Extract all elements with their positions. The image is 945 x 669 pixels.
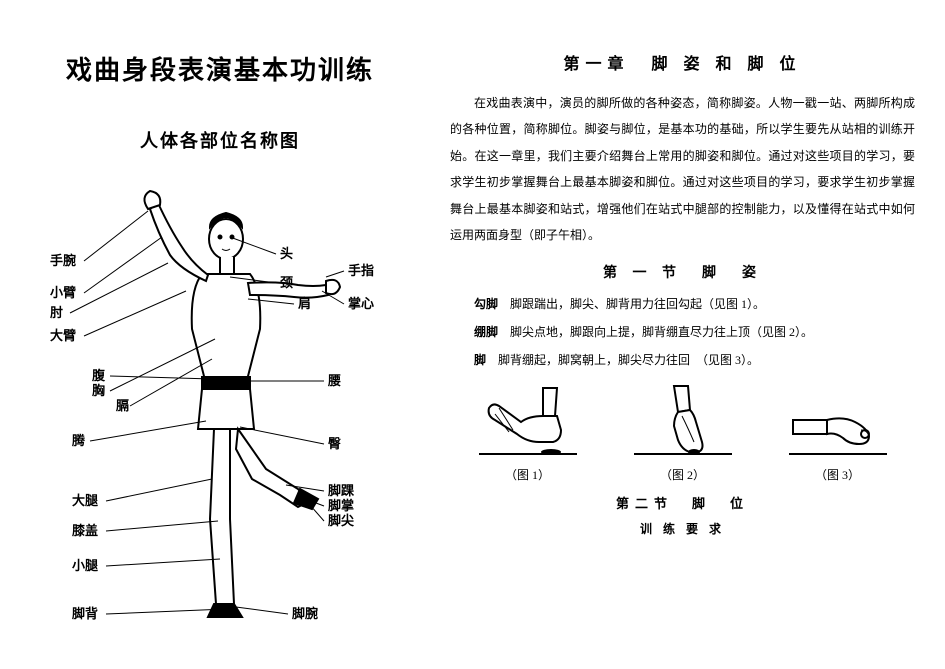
- definition-3: 脚脚背绷起，脚窝朝上，脚尖尽力往回 （见图 3）。: [450, 348, 915, 372]
- main-title: 戏曲身段表演基本功训练: [20, 50, 420, 87]
- body-part-label-fu: 腹: [92, 369, 105, 382]
- def-text: 脚跟踹出，脚尖、脚背用力往回勾起（见图 1）。: [510, 297, 765, 311]
- def-term: 勾脚: [474, 297, 498, 311]
- body-part-label-tun: 臀: [328, 437, 341, 450]
- left-column: 戏曲身段表演基本功训练 人体各部位名称图: [0, 0, 430, 669]
- body-part-label-tou: 头: [280, 247, 293, 260]
- body-part-label-jing: 颈: [280, 276, 293, 289]
- body-part-label-jiaobei: 脚背: [72, 607, 98, 620]
- section-1-title: 第 一 节 脚 姿: [450, 262, 915, 282]
- body-part-label-dabi: 大臂: [50, 329, 76, 342]
- body-part-label-xiaotui: 小腿: [72, 559, 98, 572]
- body-part-label-yao: 腰: [328, 374, 341, 387]
- body-figure-svg: [30, 159, 410, 619]
- body-part-label-jiaozhang: 脚掌: [328, 499, 354, 512]
- section-2-title: 第二节 脚 位: [450, 493, 915, 512]
- body-part-label-teng: 腾: [72, 434, 85, 447]
- figure-caption: （图 1）: [458, 466, 598, 483]
- def-text: 脚背绷起，脚窝朝上，脚尖尽力往回 （见图 3）。: [498, 353, 759, 367]
- body-part-label-xiong: 胸: [92, 384, 105, 397]
- body-diagram: 手腕小臂肘大臂腹胸膈腾大腿膝盖小腿脚背 头颈 手指肩 掌心腰臀脚踝脚掌脚尖脚腕: [30, 159, 410, 619]
- definition-2: 绷脚脚尖点地，脚跟向上提，脚背绷直尽力往上顶（见图 2）。: [450, 320, 915, 344]
- foot-figure-2-svg: [628, 382, 738, 462]
- body-part-label-jiaojian: 脚尖: [328, 514, 354, 527]
- body-part-label-datui: 大腿: [72, 494, 98, 507]
- body-part-label-zhangxin: 掌心: [348, 297, 374, 310]
- def-text: 脚尖点地，脚跟向上提，脚背绷直尽力往上顶（见图 2）。: [510, 325, 813, 339]
- foot-figure-1-svg: [473, 382, 583, 462]
- figures-row: （图 1） （图 2）: [450, 382, 915, 483]
- figure-2: （图 2）: [613, 382, 753, 483]
- definition-1: 勾脚脚跟踹出，脚尖、脚背用力往回勾起（见图 1）。: [450, 292, 915, 316]
- body-part-label-xigai: 膝盖: [72, 524, 98, 537]
- body-part-label-shi: 肘: [50, 306, 63, 319]
- body-part-label-shouzhi: 手指: [348, 264, 374, 277]
- right-column: 第一章 脚 姿 和 脚 位 在戏曲表演中，演员的脚所做的各种姿态，简称脚姿。人物…: [430, 0, 945, 669]
- def-term: 绷脚: [474, 325, 498, 339]
- foot-figure-3-svg: [783, 382, 893, 462]
- paragraph-1: 在戏曲表演中，演员的脚所做的各种姿态，简称脚姿。人物一戳一站、两脚所构成的各种位…: [450, 90, 915, 248]
- body-part-label-jiaowan: 脚腕: [292, 607, 318, 620]
- body-part-label-jiaohuai: 脚踝: [328, 484, 354, 497]
- body-part-label-shouwan: 手腕: [50, 254, 76, 267]
- def-term: 脚: [474, 353, 486, 367]
- body-part-label-ge: 膈: [116, 399, 129, 412]
- section-2-sub: 训 练 要 求: [450, 520, 915, 537]
- figure-1: （图 1）: [458, 382, 598, 483]
- figure-caption: （图 3）: [768, 466, 908, 483]
- page: 戏曲身段表演基本功训练 人体各部位名称图: [0, 0, 945, 669]
- chapter-title: 第一章 脚 姿 和 脚 位: [450, 50, 915, 74]
- diagram-title: 人体各部位名称图: [20, 127, 420, 153]
- body-part-label-xiaobi: 小臂: [50, 286, 76, 299]
- body-part-label-jian: 肩: [298, 297, 311, 310]
- figure-3: （图 3）: [768, 382, 908, 483]
- figure-caption: （图 2）: [613, 466, 753, 483]
